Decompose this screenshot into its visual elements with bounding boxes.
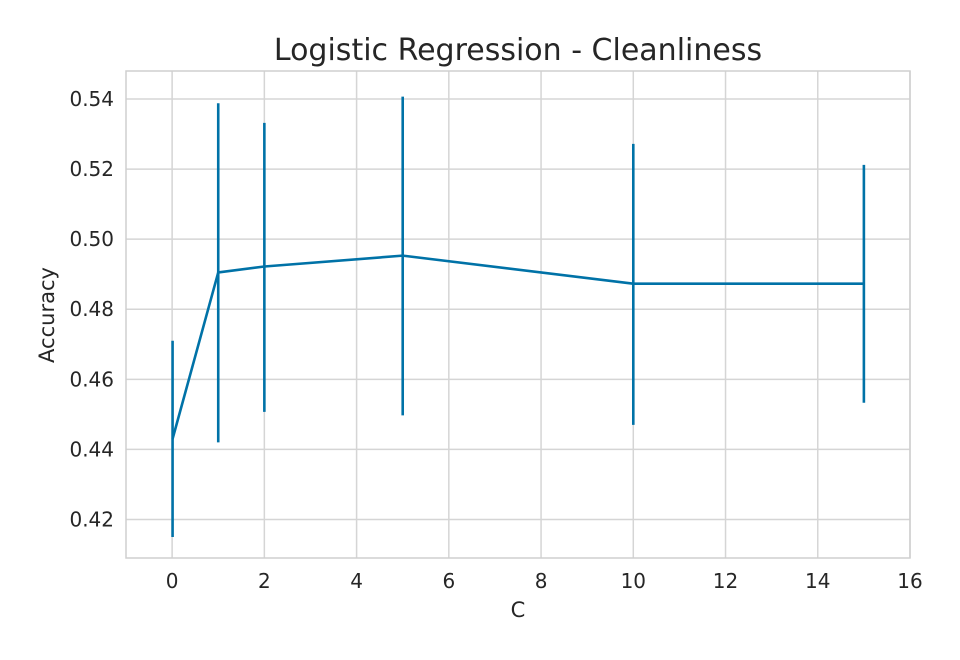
- y-tick-label: 0.54: [69, 87, 114, 111]
- y-tick-label: 0.42: [69, 507, 114, 531]
- x-tick-label: 2: [258, 569, 271, 593]
- y-tick-label: 0.44: [69, 437, 114, 461]
- x-axis-label: C: [511, 598, 526, 622]
- x-tick-label: 14: [805, 569, 830, 593]
- y-tick-label: 0.50: [69, 227, 114, 251]
- series-line: [171, 254, 864, 440]
- chart-title: Logistic Regression - Cleanliness: [274, 33, 762, 68]
- data-series: [171, 96, 866, 537]
- x-tick-label: 12: [713, 569, 738, 593]
- y-tick-label: 0.52: [69, 157, 114, 181]
- tick-labels: 0 2 4 6 8 10 12 14 16 0.42 0.44 0.46 0.48 0.50 0.52 0.5…: [69, 87, 922, 593]
- x-tick-label: 6: [442, 569, 455, 593]
- x-tick-label: 8: [535, 569, 548, 593]
- x-tick-label: 16: [897, 569, 922, 593]
- y-tick-label: 0.48: [69, 297, 114, 321]
- x-tick-label: 0: [166, 569, 179, 593]
- plot-frame: [125, 70, 911, 559]
- y-axis-label: Accuracy: [35, 267, 59, 363]
- x-tick-label: 10: [621, 569, 646, 593]
- x-tick-label: 4: [350, 569, 363, 593]
- y-tick-label: 0.46: [69, 367, 114, 391]
